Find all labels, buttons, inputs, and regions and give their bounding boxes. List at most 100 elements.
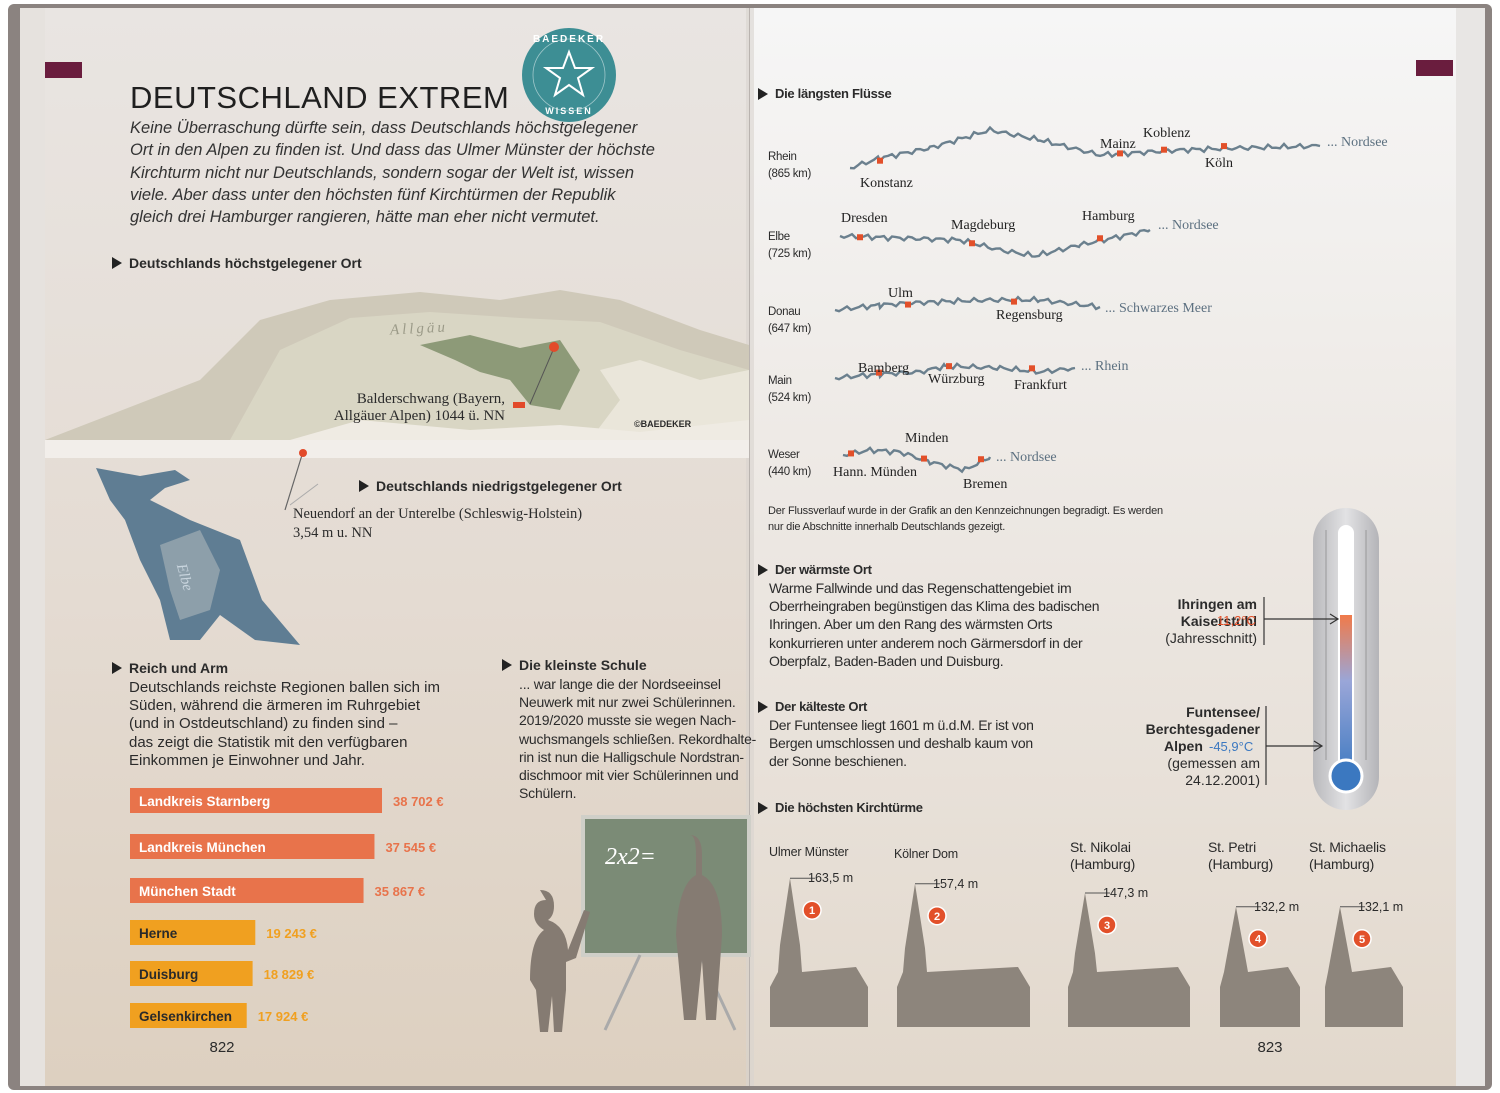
body-line: Deutschlands reichste Regionen ballen si… bbox=[129, 679, 441, 696]
badge-text: WISSEN bbox=[545, 106, 593, 116]
section-heading: Reich und Arm bbox=[112, 661, 228, 675]
body-line: wuchsmangels schließen. Rekordhalte- bbox=[519, 730, 757, 747]
body-line: dischmoor mit vier Schülerinnen und bbox=[519, 767, 739, 783]
region-label: Allgäu bbox=[389, 319, 449, 339]
chalkboard bbox=[581, 815, 751, 957]
badge-text: BAEDEKER bbox=[533, 34, 605, 45]
income-bar bbox=[130, 834, 375, 859]
rank-number: 1 bbox=[809, 905, 815, 917]
bar-label: München Stadt bbox=[139, 884, 236, 899]
city-marker bbox=[857, 234, 863, 241]
value-label: 35 867 € bbox=[374, 884, 426, 899]
city-marker bbox=[848, 450, 854, 457]
city-marker bbox=[1161, 146, 1167, 153]
city-label: Hann. Münden bbox=[833, 465, 917, 480]
city-label: Konstanz bbox=[860, 176, 913, 191]
height-label: 132,2 m bbox=[1254, 899, 1300, 914]
body-line: (und in Ostdeutschland) zu finden sind – bbox=[129, 715, 398, 733]
city-label: Ulm bbox=[888, 286, 913, 301]
city-marker bbox=[978, 456, 984, 463]
section-heading: Der wärmste Ort bbox=[758, 563, 872, 576]
body-line: Warme Fallwinde und das Regenschattengeb… bbox=[769, 580, 1072, 596]
thermo-label: Alpen bbox=[1164, 738, 1203, 754]
badge-star bbox=[542, 49, 596, 98]
height-label: 163,5 m bbox=[808, 871, 854, 886]
river-line bbox=[842, 446, 992, 474]
city-marker bbox=[1117, 150, 1123, 157]
rank-number: 5 bbox=[1359, 934, 1365, 946]
page-number: 823 bbox=[1257, 1039, 1283, 1056]
city-label: Hamburg bbox=[1082, 209, 1135, 224]
girl-silhouette bbox=[530, 890, 590, 1032]
thermo-note: (Jahresschnitt) bbox=[1165, 630, 1257, 646]
body-line: konkurrieren unter anderem noch Gärmersd… bbox=[769, 634, 1083, 651]
page-tab bbox=[45, 62, 82, 78]
body-line: Oberpfalz, Baden-Baden und Duisburg. bbox=[769, 652, 1004, 669]
bar-label: Herne bbox=[139, 926, 178, 941]
city-marker bbox=[905, 301, 911, 308]
note-line: nur die Abschnitte innerhalb Deutschland… bbox=[768, 520, 1006, 533]
height-label: 132,1 m bbox=[1358, 899, 1404, 914]
bar-label: Landkreis München bbox=[139, 840, 266, 855]
church-name: Kölner Dom bbox=[894, 847, 958, 861]
rank-badge bbox=[927, 906, 947, 926]
city-label: Dresden bbox=[841, 211, 888, 226]
intro-line: Keine Überraschung dürfte sein, dass Deu… bbox=[130, 119, 638, 137]
thermometer-scale bbox=[1325, 530, 1367, 760]
river-name: Elbe bbox=[768, 231, 790, 243]
section-heading: Die höchsten Kirchtürme bbox=[758, 801, 923, 814]
gutter bbox=[746, 8, 754, 1086]
city-marker bbox=[946, 363, 952, 370]
thermometer-fill bbox=[1340, 615, 1352, 780]
city-label: Bremen bbox=[963, 477, 1008, 492]
badge bbox=[522, 28, 616, 122]
page-tab bbox=[1416, 60, 1453, 76]
river-name: Donau bbox=[768, 306, 801, 318]
value-label: 37 545 € bbox=[385, 840, 437, 855]
place-label: Allgäuer Alpen) 1044 ü. NN bbox=[333, 408, 505, 424]
body-line: Einkommen je Einwohner und Jahr. bbox=[129, 751, 365, 769]
city-label: Bamberg bbox=[858, 361, 910, 376]
rank-number: 3 bbox=[1104, 920, 1110, 932]
elbe-island bbox=[160, 530, 220, 620]
pin bbox=[299, 449, 307, 457]
rank-badge bbox=[1097, 915, 1117, 935]
city-marker bbox=[876, 369, 882, 376]
body-line: 2019/2020 musste sie wegen Nach- bbox=[519, 712, 736, 729]
intro-line: viele. Aber dass unter den höchsten fünf… bbox=[130, 185, 616, 204]
body-line: Ihringen. Aber um den Rang des wärmsten … bbox=[769, 616, 1053, 633]
pointer-arrows bbox=[1263, 597, 1340, 785]
city-label: Regensburg bbox=[996, 308, 1063, 323]
city-label: ... Schwarzes Meer bbox=[1105, 301, 1212, 316]
city-label: ... Nordsee bbox=[1327, 135, 1388, 150]
body-line: Schülern. bbox=[519, 785, 577, 802]
thermo-label: Funtensee/ bbox=[1186, 704, 1260, 720]
church-silhouette bbox=[1325, 906, 1403, 1027]
body-line: ... war lange die der Nordseeinsel bbox=[519, 676, 721, 692]
city-label: Frankfurt bbox=[1014, 378, 1067, 393]
teacher-silhouette bbox=[676, 835, 722, 1020]
page-edges bbox=[20, 8, 46, 1086]
river-length: (725 km) bbox=[768, 248, 811, 260]
elbe-map bbox=[96, 468, 300, 645]
temperature: 11,2°C bbox=[1217, 613, 1256, 628]
church-name: St. Petri bbox=[1208, 839, 1256, 855]
church-silhouette bbox=[1220, 906, 1300, 1027]
intro-line: Ort in den Alpen zu finden ist. Und dass… bbox=[130, 141, 655, 160]
river-line bbox=[834, 295, 1101, 313]
foreground bbox=[290, 420, 749, 440]
church-name: (Hamburg) bbox=[1070, 856, 1136, 872]
river-length: (865 km) bbox=[768, 168, 811, 180]
city-label: Koblenz bbox=[1143, 126, 1191, 141]
thermo-note: (gemessen am bbox=[1167, 755, 1260, 771]
page-edges bbox=[1455, 8, 1485, 1086]
city-label: ... Nordsee bbox=[1158, 218, 1219, 233]
section-heading: Deutschlands niedrigstgelegener Ort bbox=[359, 479, 622, 493]
rank-badge bbox=[1352, 929, 1372, 949]
river-length: (440 km) bbox=[768, 466, 811, 478]
church-silhouette bbox=[897, 883, 1030, 1027]
rank-number: 2 bbox=[934, 911, 940, 923]
body-line: der Sonne beschienen. bbox=[769, 753, 907, 770]
slope bbox=[590, 360, 749, 440]
